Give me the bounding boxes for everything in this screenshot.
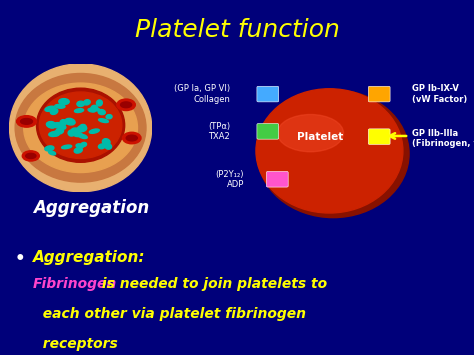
Ellipse shape <box>50 132 58 136</box>
Ellipse shape <box>117 99 136 110</box>
Ellipse shape <box>20 119 33 124</box>
Text: (P2Y₁₂)
ADP: (P2Y₁₂) ADP <box>216 170 244 189</box>
Ellipse shape <box>65 118 75 125</box>
Ellipse shape <box>257 90 409 218</box>
Ellipse shape <box>62 145 72 149</box>
Ellipse shape <box>120 102 132 108</box>
Ellipse shape <box>39 92 122 158</box>
Ellipse shape <box>58 125 66 130</box>
Ellipse shape <box>24 83 137 173</box>
Ellipse shape <box>76 144 83 148</box>
Ellipse shape <box>49 132 58 137</box>
Ellipse shape <box>55 104 65 108</box>
Ellipse shape <box>26 153 36 158</box>
Ellipse shape <box>88 108 96 112</box>
FancyBboxPatch shape <box>257 86 279 102</box>
Ellipse shape <box>22 151 39 161</box>
Ellipse shape <box>256 89 403 213</box>
Text: (GP Ia, GP VI)
Collagen: (GP Ia, GP VI) Collagen <box>174 84 230 104</box>
Ellipse shape <box>74 148 82 153</box>
Text: Aggregation: Aggregation <box>33 199 149 217</box>
Ellipse shape <box>15 73 146 182</box>
Ellipse shape <box>83 100 90 105</box>
Text: Platelet function: Platelet function <box>135 18 339 42</box>
FancyBboxPatch shape <box>266 171 288 187</box>
Text: GP Ib-IX-V
(vW Factor): GP Ib-IX-V (vW Factor) <box>412 84 468 104</box>
FancyBboxPatch shape <box>368 129 390 144</box>
Ellipse shape <box>71 128 80 133</box>
Ellipse shape <box>78 134 87 138</box>
Ellipse shape <box>105 144 111 149</box>
Ellipse shape <box>102 139 110 145</box>
Ellipse shape <box>77 101 84 106</box>
Ellipse shape <box>277 114 344 152</box>
Ellipse shape <box>98 110 105 115</box>
Ellipse shape <box>126 135 137 141</box>
Text: GP IIb-IIIa
(Fibrinogen, vWF): GP IIb-IIIa (Fibrinogen, vWF) <box>412 129 474 148</box>
Text: •: • <box>14 250 25 268</box>
Ellipse shape <box>46 121 56 128</box>
Ellipse shape <box>96 100 102 106</box>
Ellipse shape <box>56 128 64 134</box>
Ellipse shape <box>91 105 98 111</box>
Ellipse shape <box>53 122 63 128</box>
Ellipse shape <box>45 106 55 111</box>
Text: receptors: receptors <box>33 337 118 351</box>
Ellipse shape <box>73 132 82 137</box>
FancyBboxPatch shape <box>257 124 279 139</box>
Text: is needed to join platelets to: is needed to join platelets to <box>97 277 327 291</box>
Ellipse shape <box>90 108 100 111</box>
Text: Aggregation:: Aggregation: <box>33 250 146 265</box>
Ellipse shape <box>81 142 87 147</box>
Ellipse shape <box>17 116 36 127</box>
Ellipse shape <box>122 132 141 144</box>
Ellipse shape <box>99 144 106 149</box>
Text: each other via platelet fibrinogen: each other via platelet fibrinogen <box>33 307 306 321</box>
Text: Fibrinogen: Fibrinogen <box>33 277 118 291</box>
Ellipse shape <box>46 122 55 128</box>
Ellipse shape <box>89 129 99 133</box>
Ellipse shape <box>9 64 152 192</box>
Ellipse shape <box>36 88 125 162</box>
Text: Platelet: Platelet <box>297 132 343 142</box>
Ellipse shape <box>53 131 59 136</box>
Ellipse shape <box>48 151 55 155</box>
Ellipse shape <box>77 126 87 132</box>
Text: (TPα)
TXA2: (TPα) TXA2 <box>208 122 230 141</box>
Ellipse shape <box>80 125 86 129</box>
Ellipse shape <box>50 109 58 114</box>
Ellipse shape <box>99 119 109 122</box>
FancyBboxPatch shape <box>368 86 390 102</box>
Ellipse shape <box>74 109 83 113</box>
Ellipse shape <box>106 115 112 119</box>
Ellipse shape <box>60 120 66 125</box>
Ellipse shape <box>45 146 54 151</box>
Ellipse shape <box>59 99 69 104</box>
Ellipse shape <box>68 130 75 136</box>
